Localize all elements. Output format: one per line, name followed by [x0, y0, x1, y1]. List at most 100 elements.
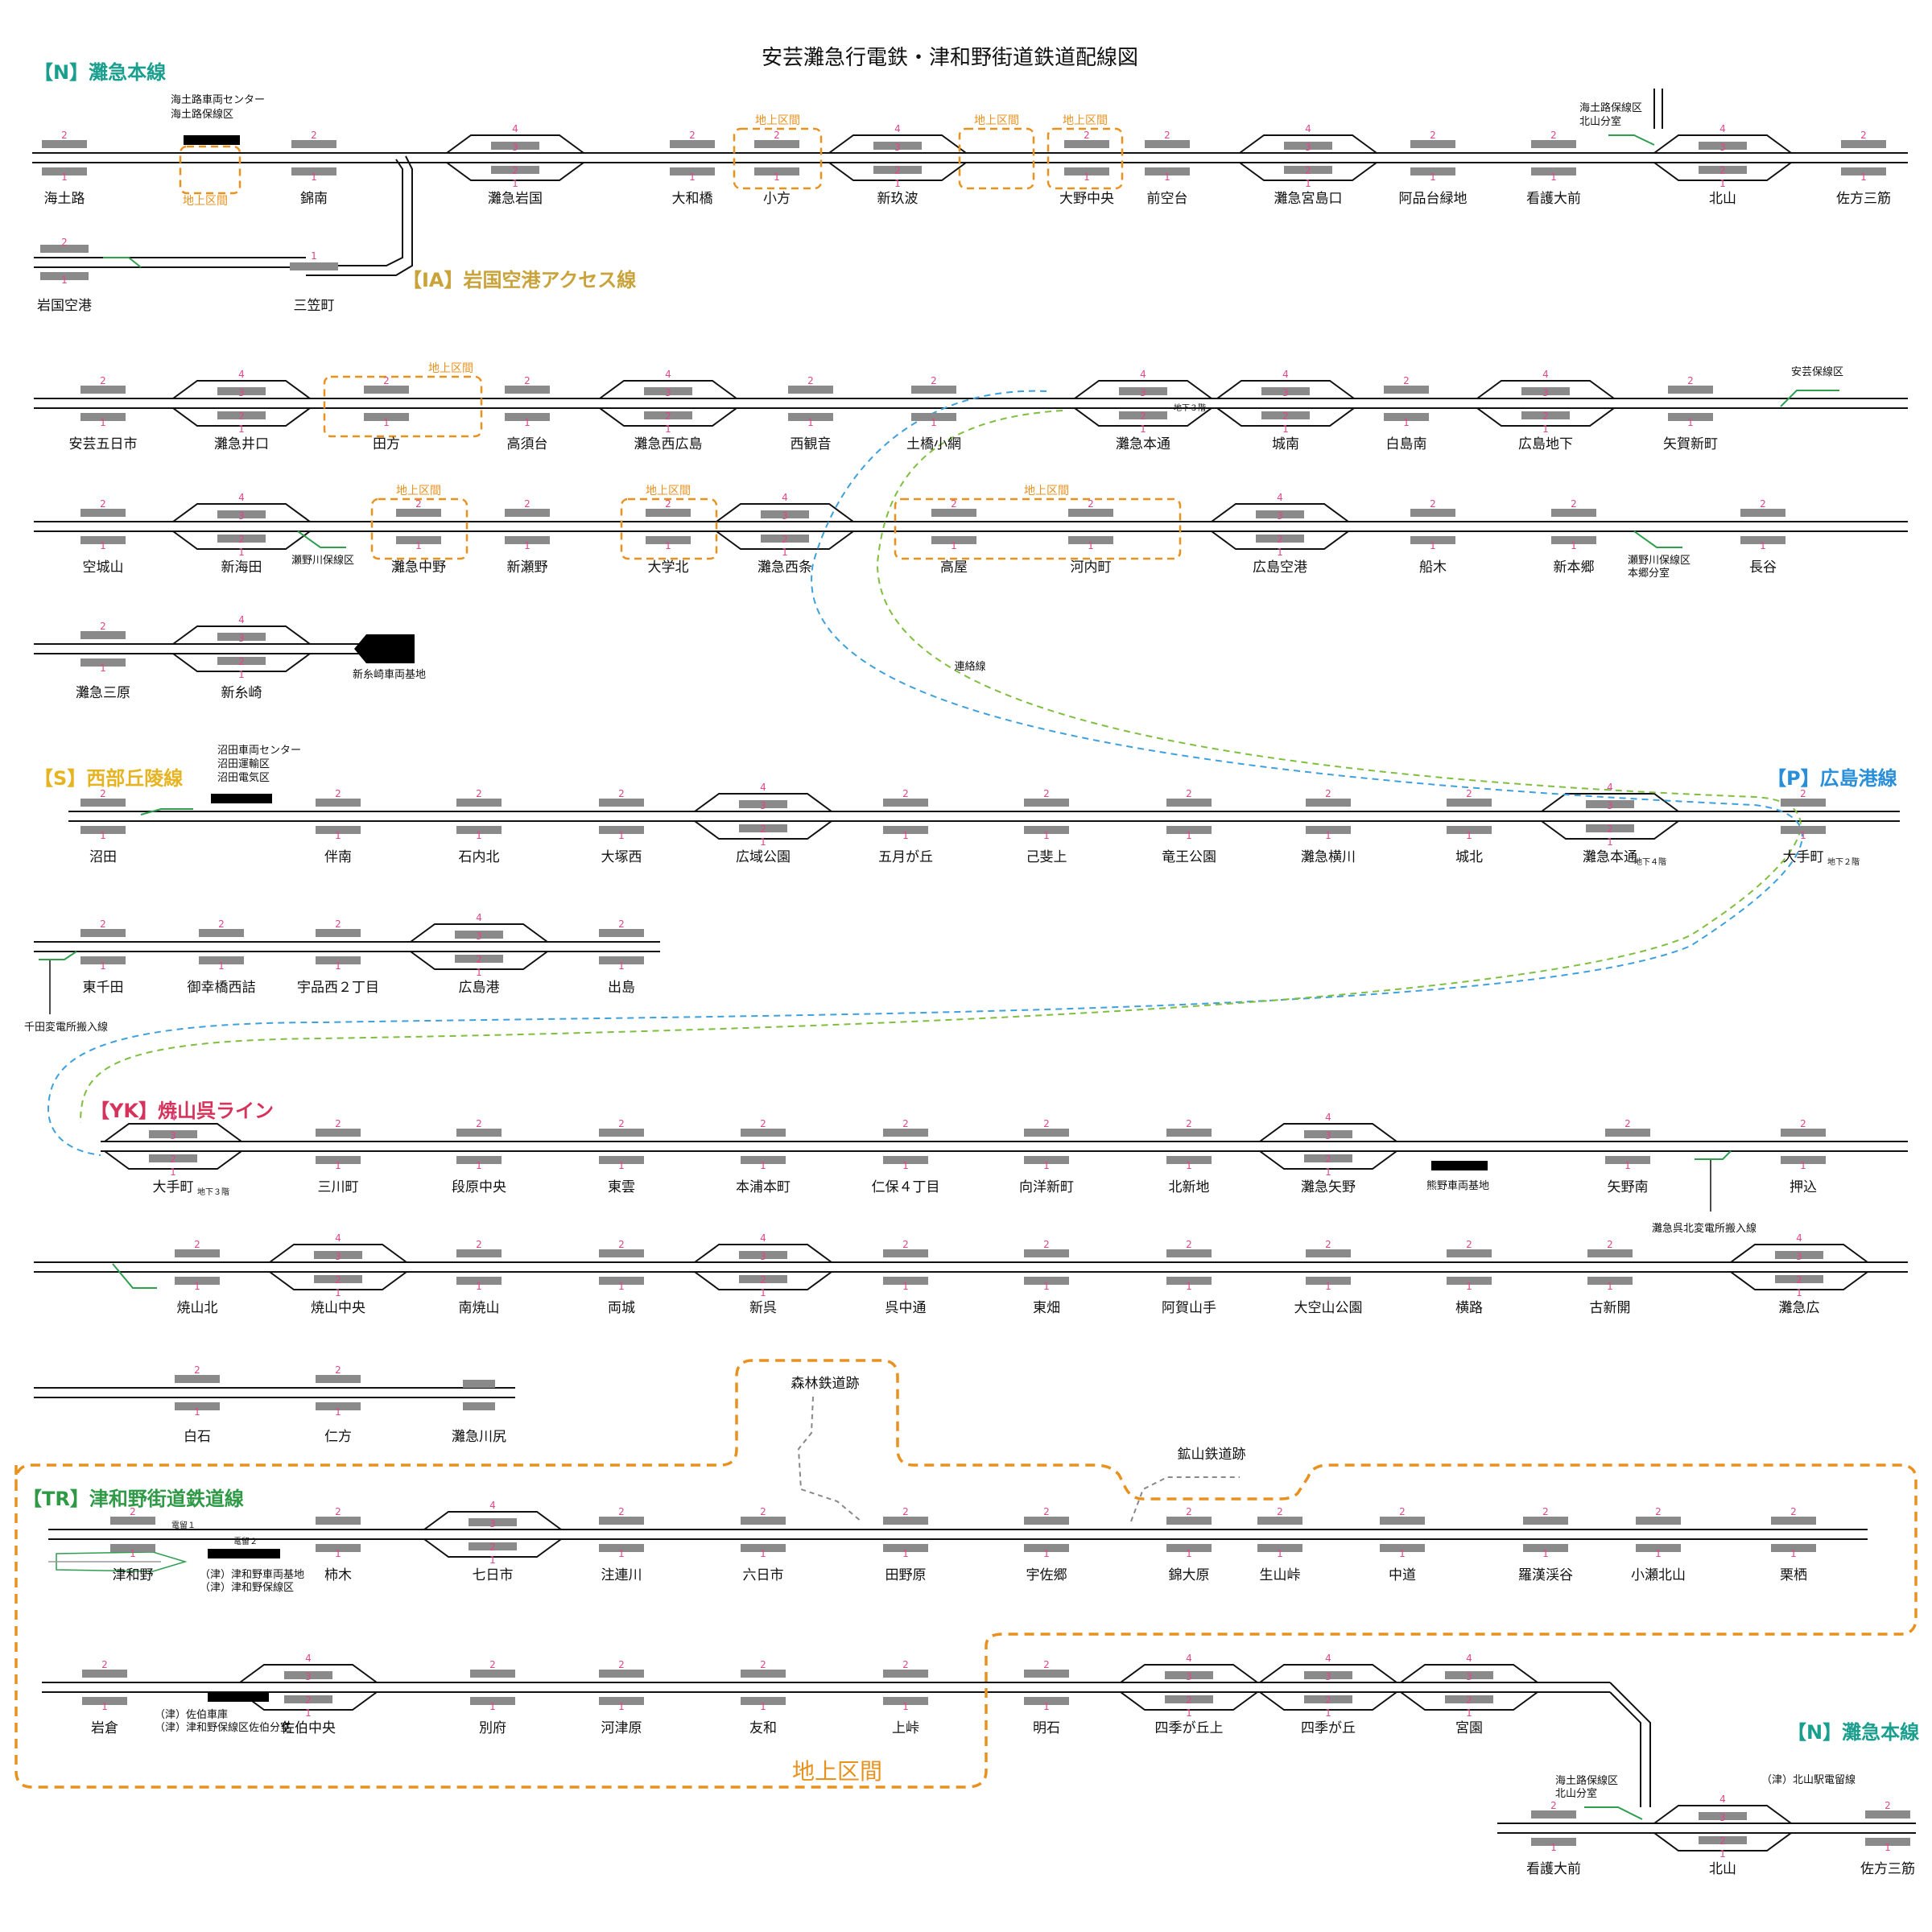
facility-label: 本郷分室	[1628, 567, 1670, 580]
platform	[1068, 536, 1113, 544]
platform	[455, 955, 503, 963]
station-name: 新海田	[221, 559, 262, 576]
station-name: 西観音	[791, 436, 832, 452]
track-number: 2	[1325, 1239, 1331, 1250]
track-number: 1	[489, 1554, 496, 1566]
connection-line-layer	[47, 390, 1803, 1522]
track-number: 1	[1542, 423, 1549, 435]
platform	[1523, 1544, 1568, 1552]
track-number: 1	[618, 1281, 625, 1292]
platform	[175, 1375, 220, 1383]
platform	[316, 956, 361, 964]
track-number: 4	[238, 369, 245, 380]
platform	[599, 1249, 644, 1257]
track-number: 4	[760, 782, 766, 793]
platform	[1445, 1695, 1493, 1703]
branch-track	[306, 155, 413, 276]
station-name: 両城	[608, 1300, 635, 1316]
track-number: 1	[1760, 540, 1766, 551]
platform	[883, 1129, 928, 1137]
abandoned-railway-label: 森林鉄道跡	[791, 1376, 860, 1392]
track-number: 2	[760, 824, 766, 835]
track-number: 1	[383, 417, 390, 428]
track-number: 1	[238, 423, 245, 435]
surface-section-label: 地上区間	[755, 114, 800, 127]
platform	[396, 536, 441, 544]
depot-lines-tsuwano	[56, 1551, 188, 1572]
track-number: 1	[1607, 1281, 1613, 1292]
track-number: 1	[618, 960, 625, 972]
platform	[290, 262, 338, 270]
track-number: 4	[489, 1500, 496, 1511]
facility-label: 海土路保線区	[1579, 101, 1642, 114]
platform	[1024, 1129, 1069, 1137]
passing-loop	[694, 1271, 832, 1290]
platform	[505, 509, 550, 517]
platform	[463, 1402, 495, 1410]
passing-loop	[716, 530, 854, 550]
platform	[40, 272, 89, 280]
platform	[316, 929, 361, 937]
track-number: 3	[335, 1251, 341, 1262]
platform	[1740, 536, 1785, 544]
track-number: 1	[1186, 830, 1192, 841]
facility-label: （津）北山駅電留線	[1761, 1773, 1856, 1786]
platform	[82, 1697, 127, 1705]
station-name: 六日市	[743, 1567, 784, 1583]
passing-loop	[172, 653, 311, 672]
platform	[456, 826, 502, 834]
passing-loop	[1239, 134, 1377, 154]
station-name: 仁方	[324, 1429, 352, 1445]
platform	[175, 1249, 220, 1257]
platform	[1380, 1517, 1425, 1525]
track-number: 1	[1430, 171, 1436, 183]
abandoned-railway	[797, 1396, 862, 1522]
platform	[1166, 1544, 1212, 1552]
station-name: 津和野	[113, 1567, 154, 1583]
siding-mark: 電留２	[233, 1536, 258, 1546]
passing-loop	[172, 407, 311, 427]
track-number: 1	[476, 1160, 482, 1171]
platform	[1024, 799, 1069, 807]
track-number: 1	[1186, 1548, 1192, 1559]
platform	[1165, 1695, 1213, 1703]
passing-loop	[1653, 1805, 1792, 1824]
track-number: 1	[238, 547, 245, 558]
station-name: 高須台	[507, 436, 548, 452]
platform	[788, 413, 833, 421]
platform	[1256, 535, 1304, 543]
platform	[1447, 1249, 1492, 1257]
track-number: 2	[1719, 1835, 1726, 1847]
station-name: 生山峠	[1260, 1567, 1301, 1583]
station-name: 大野中央	[1059, 191, 1114, 207]
track-number: 2	[1399, 1506, 1406, 1517]
platform	[1605, 1156, 1650, 1164]
platform	[1531, 1838, 1576, 1846]
platform	[1865, 1810, 1910, 1818]
platform	[217, 387, 266, 395]
track-number: 2	[335, 919, 341, 930]
track-number: 2	[1790, 1506, 1797, 1517]
track-number: 1	[1403, 417, 1410, 428]
station-name: 灘急岩国	[488, 191, 543, 207]
platform	[1410, 509, 1455, 517]
track-number: 2	[1305, 165, 1311, 176]
track-number: 2	[61, 237, 68, 248]
track-number: 4	[1186, 1653, 1192, 1664]
station-name: 灘急本通	[1583, 849, 1637, 865]
track-number: 3	[1186, 1671, 1192, 1682]
track-number: 2	[476, 1118, 482, 1129]
passing-loop	[1541, 793, 1679, 812]
passing-loop	[1653, 134, 1792, 154]
station-name: 宮園	[1455, 1720, 1483, 1736]
track-number: 1	[524, 417, 530, 428]
platform	[644, 411, 692, 419]
track-number: 1	[1719, 1848, 1726, 1860]
track-number: 2	[1466, 788, 1472, 799]
track-number: 2	[1277, 534, 1283, 545]
track-number: 2	[383, 375, 390, 386]
station-name: 錦南	[300, 191, 328, 207]
station-name: 河内町	[1071, 559, 1112, 576]
track-number: 1	[1430, 540, 1436, 551]
track-number: 2	[1796, 1274, 1802, 1286]
